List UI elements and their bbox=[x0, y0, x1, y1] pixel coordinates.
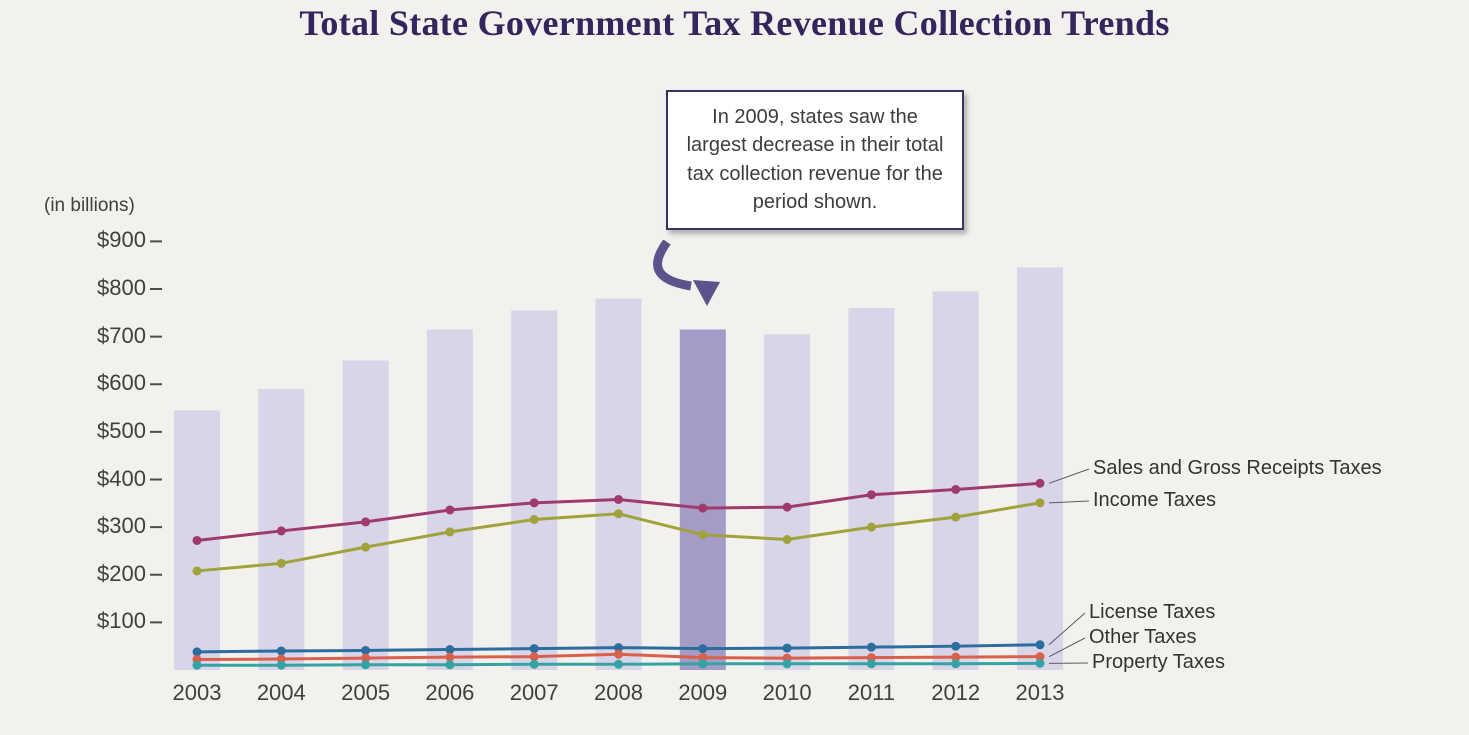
point-property-taxes-2010 bbox=[782, 659, 792, 669]
point-sales-and-gross-receipts-taxes-2006 bbox=[445, 505, 455, 515]
point-sales-and-gross-receipts-taxes-2012 bbox=[951, 485, 961, 495]
bar-2012 bbox=[932, 291, 979, 670]
point-sales-and-gross-receipts-taxes-2004 bbox=[276, 526, 286, 536]
point-other-taxes-2004 bbox=[276, 654, 286, 664]
point-sales-and-gross-receipts-taxes-2010 bbox=[782, 502, 792, 512]
point-other-taxes-2007 bbox=[529, 652, 539, 662]
point-license-taxes-2009 bbox=[698, 644, 708, 654]
bar-2008 bbox=[595, 298, 642, 670]
annotation-arrow-icon bbox=[653, 240, 720, 306]
point-income-taxes-2005 bbox=[361, 542, 371, 552]
point-income-taxes-2008 bbox=[614, 509, 623, 519]
point-sales-and-gross-receipts-taxes-2008 bbox=[614, 495, 623, 505]
point-income-taxes-2013 bbox=[1035, 498, 1045, 508]
bar-2009-highlighted bbox=[679, 329, 726, 670]
point-license-taxes-2005 bbox=[361, 645, 371, 655]
bar-2011 bbox=[848, 308, 895, 670]
legend-connector-license-taxes bbox=[1048, 612, 1086, 646]
point-license-taxes-2007 bbox=[529, 644, 539, 654]
point-property-taxes-2013 bbox=[1035, 658, 1045, 668]
arrow-tail bbox=[653, 240, 692, 291]
bar-2007 bbox=[511, 310, 558, 670]
legend-connector-income-taxes bbox=[1048, 500, 1090, 504]
point-property-taxes-2004 bbox=[276, 660, 286, 670]
point-property-taxes-2012 bbox=[951, 659, 961, 669]
point-license-taxes-2011 bbox=[866, 642, 876, 652]
point-license-taxes-2003 bbox=[192, 647, 202, 657]
point-other-taxes-2008 bbox=[614, 649, 623, 659]
point-sales-and-gross-receipts-taxes-2005 bbox=[361, 517, 371, 527]
point-property-taxes-2003 bbox=[192, 660, 202, 670]
point-income-taxes-2003 bbox=[192, 566, 202, 576]
point-property-taxes-2007 bbox=[529, 659, 539, 669]
point-sales-and-gross-receipts-taxes-2013 bbox=[1035, 478, 1045, 488]
legend-connector-sales-and-gross-receipts-taxes bbox=[1048, 468, 1090, 484]
point-license-taxes-2010 bbox=[782, 643, 792, 653]
point-sales-and-gross-receipts-taxes-2009 bbox=[698, 503, 708, 513]
point-sales-and-gross-receipts-taxes-2011 bbox=[866, 490, 876, 500]
point-income-taxes-2012 bbox=[951, 512, 961, 522]
point-income-taxes-2010 bbox=[782, 535, 792, 545]
y-axis-units-label: (in billions) bbox=[44, 195, 135, 216]
bar-2005 bbox=[342, 360, 389, 670]
legend-connector-other-taxes bbox=[1048, 637, 1086, 658]
point-income-taxes-2009 bbox=[698, 530, 708, 540]
point-license-taxes-2012 bbox=[951, 641, 961, 651]
point-license-taxes-2006 bbox=[445, 645, 455, 655]
point-sales-and-gross-receipts-taxes-2007 bbox=[529, 498, 539, 508]
point-income-taxes-2004 bbox=[276, 558, 286, 568]
point-license-taxes-2013 bbox=[1035, 640, 1045, 650]
point-property-taxes-2009 bbox=[698, 659, 708, 669]
point-income-taxes-2007 bbox=[529, 515, 539, 525]
point-property-taxes-2011 bbox=[866, 659, 876, 669]
point-other-taxes-2013 bbox=[1035, 652, 1045, 662]
point-income-taxes-2006 bbox=[445, 527, 455, 537]
bar-2013 bbox=[1017, 267, 1063, 670]
arrow-head bbox=[693, 280, 720, 306]
page-title: Total State Government Tax Revenue Colle… bbox=[299, 3, 1170, 43]
point-property-taxes-2006 bbox=[445, 660, 455, 670]
point-other-taxes-2009 bbox=[698, 653, 708, 663]
point-other-taxes-2011 bbox=[866, 653, 876, 663]
point-sales-and-gross-receipts-taxes-2003 bbox=[192, 535, 202, 545]
point-license-taxes-2008 bbox=[614, 643, 623, 653]
point-license-taxes-2004 bbox=[276, 646, 286, 656]
point-property-taxes-2008 bbox=[614, 659, 623, 669]
annotation-box: In 2009, states saw the largest decrease… bbox=[666, 90, 964, 230]
point-other-taxes-2012 bbox=[951, 652, 961, 662]
point-other-taxes-2006 bbox=[445, 652, 455, 662]
point-other-taxes-2005 bbox=[361, 653, 371, 663]
bar-2010 bbox=[764, 334, 811, 670]
point-property-taxes-2005 bbox=[361, 660, 371, 670]
bar-2006 bbox=[426, 329, 473, 670]
point-income-taxes-2011 bbox=[866, 522, 876, 532]
